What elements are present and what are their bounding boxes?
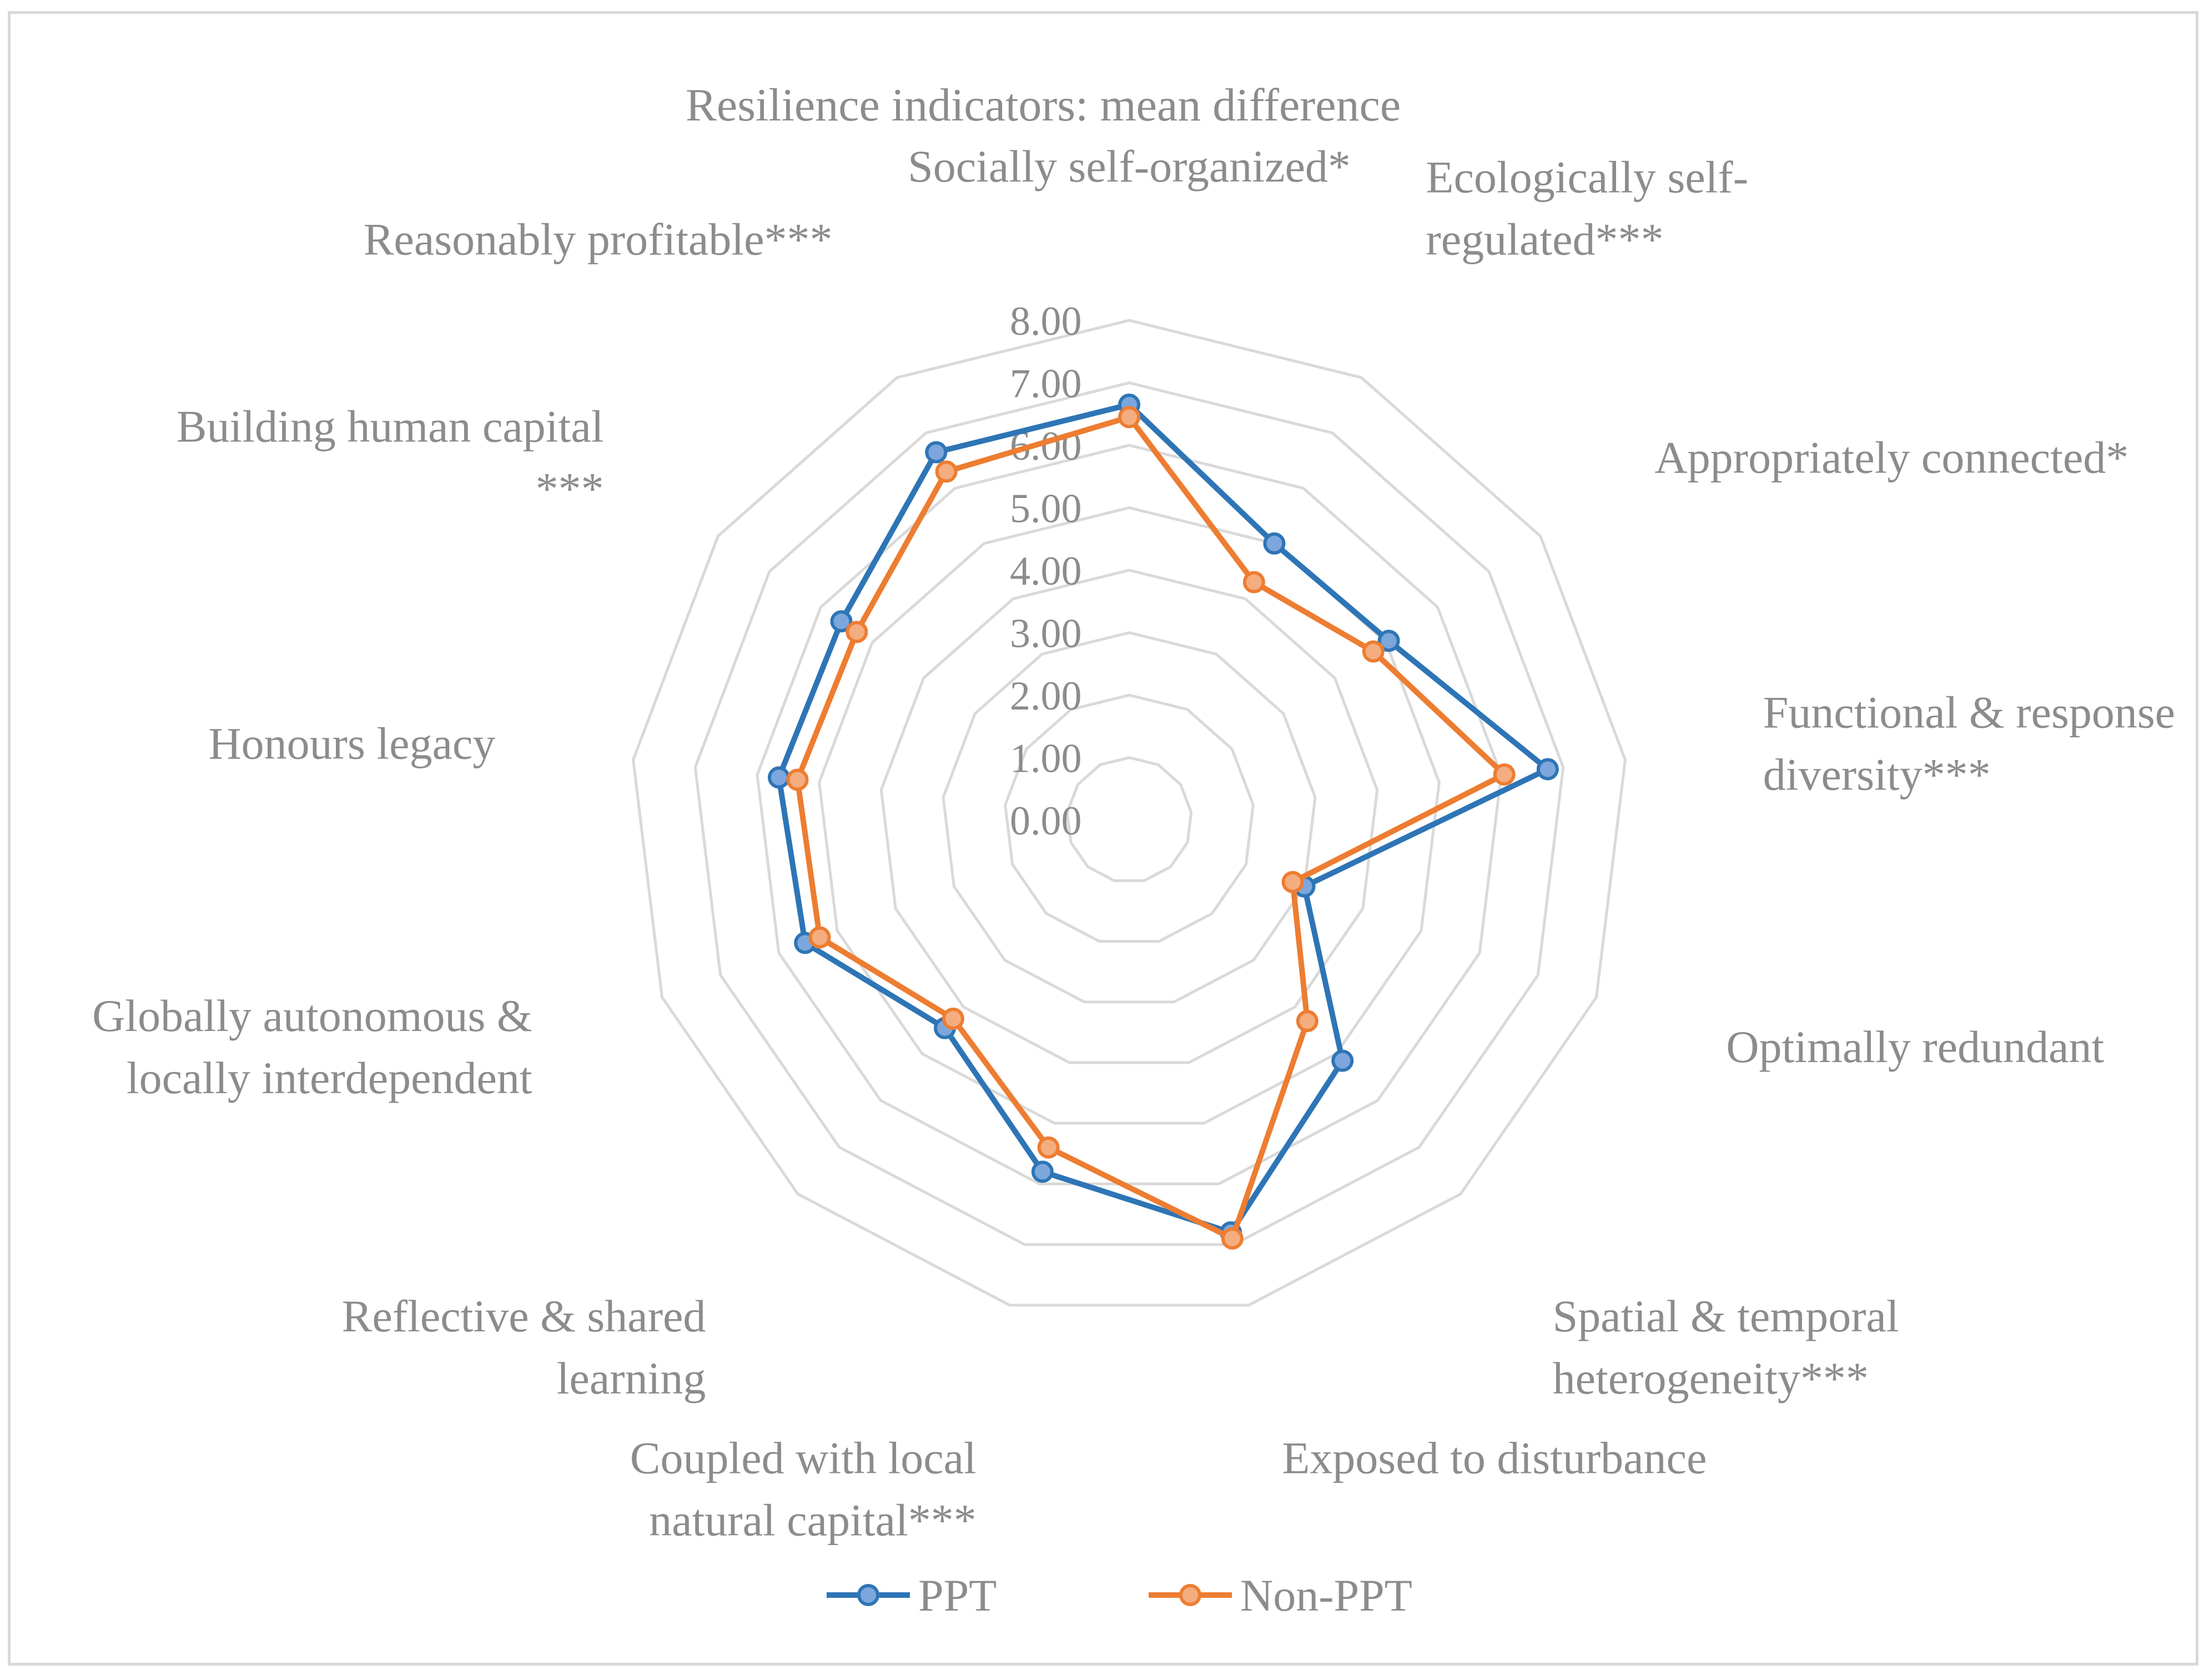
legend-label: PPT xyxy=(918,1570,997,1621)
data-point xyxy=(1493,763,1516,786)
tick-label: 2.00 xyxy=(1010,673,1082,719)
series-non-ppt xyxy=(786,406,1516,1250)
grid-ring-3 xyxy=(942,631,1317,1004)
grid xyxy=(632,319,1627,1307)
data-point xyxy=(1031,1160,1054,1183)
axis-label: Coupled with local natural capital*** xyxy=(630,1433,977,1546)
series-ppt xyxy=(768,393,1559,1244)
legend-item: PPT xyxy=(827,1570,997,1621)
legend-item: Non-PPT xyxy=(1149,1570,1412,1621)
data-point xyxy=(1242,571,1265,593)
axis-label: Functional & response diversity*** xyxy=(1763,687,2175,799)
chart-title: Resilience indicators: mean difference xyxy=(686,79,1401,131)
tick-label: 0.00 xyxy=(1010,798,1082,844)
axis-labels: Socially self-organized* Ecologically sel… xyxy=(92,141,2175,1546)
tick-label: 3.00 xyxy=(1010,611,1082,657)
grid-ring-1 xyxy=(1065,756,1193,882)
data-point xyxy=(808,926,831,949)
legend-marker xyxy=(857,1584,879,1606)
data-point xyxy=(1281,871,1304,893)
series-line xyxy=(776,401,1551,1235)
data-point xyxy=(1118,406,1140,429)
axis-label: Reflective & shared learning xyxy=(342,1291,706,1404)
data-point xyxy=(925,441,948,464)
series-layer xyxy=(768,393,1559,1250)
axis-label: Exposed to disturbance xyxy=(1282,1433,1707,1483)
data-point xyxy=(786,768,809,791)
axis-label: Ecologically self-regulated*** xyxy=(1426,152,1748,265)
axis-label: Reasonably profitable*** xyxy=(364,214,833,265)
data-point xyxy=(1362,640,1385,663)
legend-marker xyxy=(1179,1584,1201,1606)
grid-ring-2 xyxy=(1004,693,1255,943)
radial-tick-labels: 0.001.002.003.004.005.006.007.008.00 xyxy=(1010,299,1082,844)
data-point xyxy=(1037,1136,1060,1159)
tick-label: 7.00 xyxy=(1010,361,1082,407)
axis-label: Honours legacy xyxy=(208,718,495,768)
legend: PPT Non-PPT xyxy=(827,1570,1412,1621)
data-point xyxy=(1263,532,1286,555)
tick-label: 8.00 xyxy=(1010,299,1082,344)
axis-label: Spatial & temporal heterogeneity*** xyxy=(1553,1291,1899,1404)
grid-ring-6 xyxy=(756,444,1503,1185)
axis-label: Appropriately connected* xyxy=(1654,432,2129,483)
data-point xyxy=(942,1007,964,1030)
grid-ring-5 xyxy=(818,506,1441,1125)
grid-ring-8 xyxy=(632,319,1627,1307)
grid-ring-7 xyxy=(693,381,1565,1246)
data-point xyxy=(830,610,853,633)
legend-label: Non-PPT xyxy=(1240,1570,1412,1621)
axis-label: Socially self-organized* xyxy=(908,141,1351,192)
tick-label: 1.00 xyxy=(1010,736,1082,782)
data-point xyxy=(1296,1010,1319,1033)
radar-chart-svg: Resilience indicators: mean difference 0… xyxy=(92,79,2175,1621)
data-point xyxy=(1221,1227,1244,1250)
data-point xyxy=(935,460,958,483)
axis-label: Optimally redundant xyxy=(1726,1022,2104,1072)
axis-label: Building human capital *** xyxy=(177,401,604,514)
grid-ring-4 xyxy=(879,569,1379,1064)
axis-label: Globally autonomous & locally interdepend… xyxy=(92,990,532,1103)
tick-label: 5.00 xyxy=(1010,486,1082,532)
data-point xyxy=(768,766,791,789)
data-point xyxy=(846,621,868,643)
data-point xyxy=(1377,630,1400,652)
tick-label: 4.00 xyxy=(1010,549,1082,594)
data-point xyxy=(1536,758,1559,781)
series-line xyxy=(794,414,1507,1241)
data-point xyxy=(1331,1049,1354,1072)
radar-chart: Resilience indicators: mean difference 0… xyxy=(8,11,2198,1666)
